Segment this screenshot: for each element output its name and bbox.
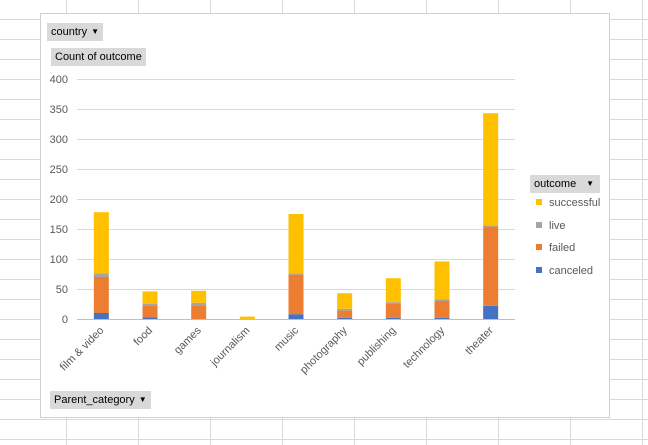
axis-field-button[interactable]: Parent_category ▼ [50, 391, 151, 409]
legend-item-live: live [536, 219, 566, 233]
bar-successful [239, 316, 255, 319]
bar-live [483, 225, 499, 227]
bar-successful [93, 212, 109, 274]
y-tick-label: 400 [50, 74, 68, 86]
x-tick-label: journalism [208, 325, 253, 370]
bar-successful [337, 293, 353, 309]
bar-failed [288, 274, 304, 315]
y-tick-label: 150 [50, 224, 68, 236]
y-tick-label: 0 [62, 314, 68, 326]
legend-label: canceled [549, 265, 594, 277]
bar-live [93, 273, 109, 277]
bar-successful [191, 290, 207, 303]
pivot-chart-area[interactable]: country ▼ Count of outcome Parent_categor… [40, 13, 610, 418]
bar-successful [434, 261, 450, 300]
country-filter-button[interactable]: country ▼ [47, 23, 103, 41]
legend-swatch [536, 199, 542, 205]
legend-swatch [536, 244, 542, 250]
y-tick-label: 200 [50, 194, 68, 206]
x-tick-label: music [272, 324, 301, 353]
legend-swatch [536, 267, 542, 273]
x-tick-label: publishing [355, 325, 399, 369]
bar-failed [93, 277, 109, 313]
legend-swatch [536, 222, 542, 228]
bar-failed [337, 310, 353, 318]
legend-item-successful: successful [536, 196, 600, 210]
legend-label: successful [549, 197, 601, 209]
outcome-filter-label: outcome [534, 178, 577, 190]
outcome-filter-button[interactable]: outcome ▼ [530, 175, 600, 193]
bar-live [337, 308, 353, 311]
y-tick-label: 250 [50, 164, 68, 176]
bar-canceled [142, 317, 158, 319]
value-field-button[interactable]: Count of outcome [51, 48, 146, 66]
x-tick-label: photography [298, 324, 350, 376]
legend-item-canceled: canceled [536, 264, 593, 278]
legend-label: failed [549, 242, 576, 254]
axis-field-label: Parent_category [54, 394, 135, 406]
bar-canceled [288, 314, 304, 319]
bar-failed [142, 305, 158, 318]
y-tick-label: 100 [50, 254, 68, 266]
legend-label: live [549, 220, 566, 232]
bar-canceled [93, 313, 109, 319]
bar-successful [142, 291, 158, 304]
y-tick-label: 300 [50, 134, 68, 146]
bar-successful [288, 214, 304, 274]
bar-live [434, 299, 450, 301]
bar-failed [191, 305, 207, 319]
legend-item-failed: failed [536, 241, 575, 255]
dropdown-arrow-icon: ▼ [586, 179, 594, 188]
bar-canceled [385, 317, 401, 319]
bar-canceled [337, 317, 353, 319]
bar-canceled [483, 305, 499, 319]
y-tick-label: 350 [50, 104, 68, 116]
bar-live [191, 302, 207, 306]
dropdown-arrow-icon: ▼ [138, 395, 147, 404]
bar-series [93, 113, 499, 319]
dropdown-arrow-icon: ▼ [91, 27, 99, 36]
x-tick-label: theater [463, 324, 496, 357]
bar-failed [483, 226, 499, 306]
country-filter-label: country [51, 26, 88, 38]
bar-live [142, 304, 158, 306]
bar-canceled [434, 317, 450, 319]
bar-live [288, 273, 304, 275]
x-tick-label: food [131, 325, 155, 349]
bar-successful [385, 278, 401, 303]
axis-labels: 0 50 100 150 200 250 300 350 400 film & video food… [50, 74, 496, 376]
bar-failed [434, 301, 450, 318]
x-tick-label: games [172, 324, 204, 356]
bar-failed [385, 303, 401, 318]
y-tick-label: 50 [56, 284, 68, 296]
bar-successful [483, 113, 499, 226]
x-tick-label: film & video [58, 325, 107, 374]
x-tick-label: technology [401, 324, 447, 370]
bar-live [385, 302, 401, 304]
